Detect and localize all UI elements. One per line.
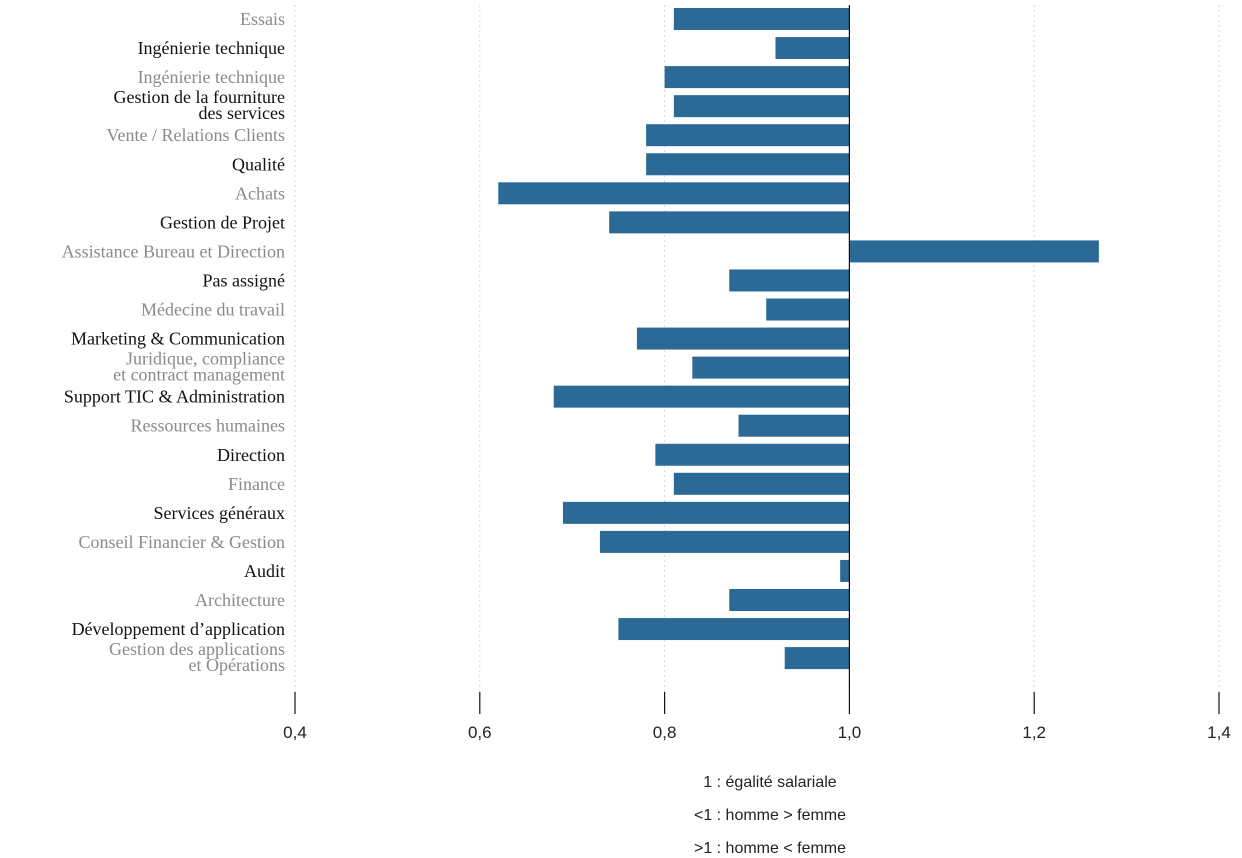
bar xyxy=(618,618,850,641)
bar xyxy=(692,356,850,379)
bar xyxy=(766,298,850,321)
category-label: Vente / Relations Clients xyxy=(107,125,285,145)
note-men-higher: <1 : homme > femme xyxy=(693,807,847,824)
bar xyxy=(655,443,850,466)
category-label: Finance xyxy=(228,474,285,494)
category-label: Gestion des applications et Opérations xyxy=(109,639,285,675)
category-label: Support TIC & Administration xyxy=(64,387,285,407)
tick-label: 0,8 xyxy=(653,723,677,742)
bar xyxy=(673,472,850,495)
bar xyxy=(840,559,850,582)
bar xyxy=(849,240,1099,263)
bar xyxy=(673,8,850,30)
category-label: Essais xyxy=(240,9,285,29)
tick-label: 0,4 xyxy=(283,723,307,742)
bar xyxy=(609,211,850,234)
bar xyxy=(553,385,850,408)
bar xyxy=(673,95,850,118)
category-label: Ingénierie technique xyxy=(138,38,285,58)
category-label: Médecine du travail xyxy=(141,300,285,320)
category-label: Ressources humaines xyxy=(131,416,285,436)
category-label: Audit xyxy=(244,561,285,581)
bar xyxy=(784,647,850,670)
category-label: Architecture xyxy=(195,590,285,610)
category-label: Direction xyxy=(217,445,285,465)
tick-label: 1,2 xyxy=(1022,723,1046,742)
bar xyxy=(646,124,850,147)
category-label: Gestion de la fourniture des services xyxy=(114,87,285,123)
category-label: Pas assigné xyxy=(203,270,286,290)
category-label: Achats xyxy=(235,183,285,203)
tick-label: 0,6 xyxy=(468,723,492,742)
category-label: Assistance Bureau et Direction xyxy=(62,241,285,261)
category-label: Conseil Financier & Gestion xyxy=(79,532,285,552)
note-equality: 1 : égalité salariale xyxy=(703,774,837,791)
x-axis-ticks: 0,4 0,6 0,8 1,0 1,2 1,4 xyxy=(283,692,1231,742)
note-women-higher: >1 : homme < femme xyxy=(693,840,847,857)
bar xyxy=(646,153,850,176)
bar xyxy=(599,530,850,553)
category-label: Gestion de Projet xyxy=(160,212,285,232)
category-label: Juridique, compliance et contract managem… xyxy=(113,349,285,385)
category-label: Services généraux xyxy=(154,503,285,523)
bars xyxy=(498,8,1099,670)
bar xyxy=(775,37,850,60)
bar xyxy=(738,414,850,437)
category-label: Développement d’application xyxy=(72,619,285,639)
bar xyxy=(729,269,850,292)
category-label: Ingénierie technique xyxy=(138,67,285,87)
bar xyxy=(729,589,850,611)
category-label: Marketing & Communication xyxy=(71,329,285,349)
bar xyxy=(498,182,850,205)
category-labels: Essais Ingénierie technique Ingénierie tec… xyxy=(62,9,285,675)
tick-label: 1,4 xyxy=(1207,723,1231,742)
bar xyxy=(562,501,850,524)
bar xyxy=(636,327,850,350)
tick-label: 1,0 xyxy=(838,723,862,742)
category-label: Qualité xyxy=(232,154,285,174)
bar xyxy=(664,66,850,89)
